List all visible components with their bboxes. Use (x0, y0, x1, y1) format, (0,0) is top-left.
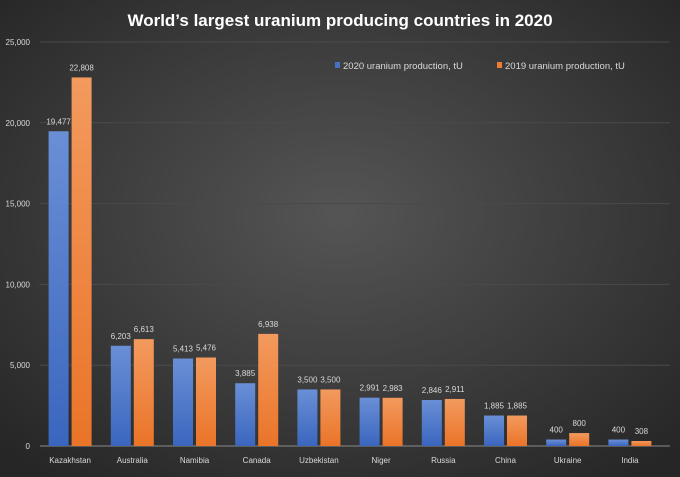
x-tick-label: Ukraine (554, 456, 582, 465)
data-label: 3,500 (297, 375, 318, 384)
bar-2020 (546, 439, 567, 446)
data-label: 1,885 (484, 402, 505, 411)
bar-2020 (297, 389, 318, 446)
data-label: 400 (612, 426, 626, 435)
y-tick-label: 5,000 (10, 361, 31, 370)
bar-2019 (507, 415, 527, 446)
bar-2019 (569, 433, 590, 446)
bar-2020 (110, 345, 131, 446)
y-tick-label: 20,000 (6, 119, 31, 128)
bar-2019 (320, 389, 341, 446)
x-tick-label: India (621, 456, 639, 465)
bar-2020 (484, 415, 504, 446)
bar-2020 (48, 131, 69, 446)
data-label: 2,983 (383, 384, 404, 393)
bar-2019 (133, 339, 154, 446)
legend-swatch (497, 62, 502, 68)
x-tick-label: Niger (372, 456, 391, 465)
x-tick-label: Kazakhstan (49, 456, 91, 465)
bar-2019 (71, 77, 92, 446)
data-label: 1,885 (507, 402, 528, 411)
data-label: 6,203 (111, 332, 132, 341)
data-label: 2,846 (422, 386, 443, 395)
data-label: 308 (635, 427, 649, 436)
bar-2019 (444, 398, 465, 446)
data-label: 2,911 (445, 385, 465, 394)
bar-2019 (258, 333, 279, 446)
bar-2019 (631, 441, 652, 446)
data-label: 2,991 (360, 384, 381, 393)
data-label: 6,938 (258, 320, 279, 329)
bar-2020 (235, 383, 256, 446)
data-label: 22,808 (69, 63, 94, 72)
y-tick-label: 10,000 (6, 280, 31, 289)
y-tick-label: 15,000 (6, 200, 31, 209)
bar-2020 (608, 439, 629, 446)
data-label: 6,613 (134, 325, 155, 334)
data-label: 5,476 (196, 344, 217, 353)
chart-title: World’s largest uranium producing countr… (127, 11, 552, 30)
data-label: 19,477 (46, 117, 71, 126)
bar-2019 (382, 397, 403, 446)
data-label: 800 (573, 419, 587, 428)
x-tick-label: Australia (117, 456, 149, 465)
x-tick-label: Namibia (180, 456, 210, 465)
bar-2019 (196, 357, 216, 446)
y-tick-label: 25,000 (6, 38, 31, 47)
x-tick-label: Canada (243, 456, 272, 465)
y-tick-label: 0 (26, 442, 31, 451)
bar-2020 (359, 397, 380, 446)
data-label: 3,885 (235, 369, 256, 378)
x-tick-label: China (495, 456, 516, 465)
x-tick-label: Uzbekistan (299, 456, 339, 465)
legend-swatch (335, 62, 340, 68)
data-label: 3,500 (320, 375, 341, 384)
x-tick-label: Russia (431, 456, 456, 465)
data-label: 5,413 (173, 345, 194, 354)
bar-2020 (173, 358, 193, 446)
data-label: 400 (550, 426, 564, 435)
bar-2020 (421, 400, 442, 446)
legend-label: 2019 uranium production, tU (505, 61, 625, 72)
legend-label: 2020 uranium production, tU (343, 61, 463, 72)
legend: 2020 uranium production, tU 2019 uranium … (335, 61, 625, 72)
